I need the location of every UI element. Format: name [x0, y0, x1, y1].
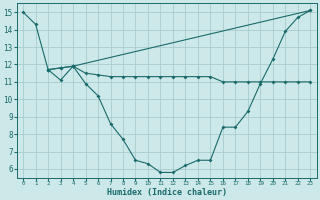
- X-axis label: Humidex (Indice chaleur): Humidex (Indice chaleur): [107, 188, 227, 197]
